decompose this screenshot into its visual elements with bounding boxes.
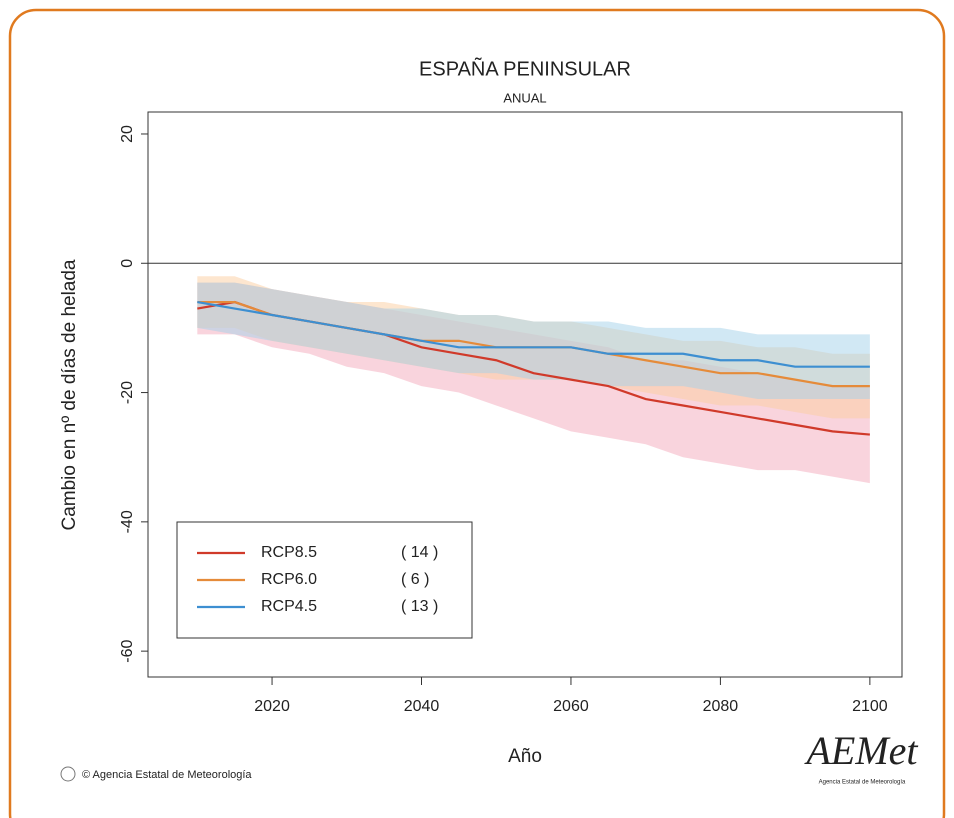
plot-area — [147, 111, 903, 678]
y-tick-label: -20 — [119, 381, 136, 404]
x-axis-label: Año — [508, 746, 542, 767]
legend-count: ( 6 ) — [401, 571, 429, 588]
footer: © Agencia Estatal de Meteorología — [82, 769, 252, 781]
legend-label: RCP4.5 — [261, 598, 317, 615]
y-tick-label: -60 — [119, 639, 136, 662]
copyright-icon — [60, 766, 76, 782]
legend-count: ( 14 ) — [401, 544, 438, 561]
y-axis-label: Cambio en nº de días de helada — [59, 259, 80, 530]
y-tick-label: -40 — [119, 510, 136, 533]
y-tick-label: 0 — [119, 259, 136, 268]
legend-label: RCP6.0 — [261, 571, 317, 588]
y-tick-label: 20 — [119, 125, 136, 143]
logo-caption: Agencia Estatal de Meteorología — [819, 780, 906, 786]
logo: AEMet — [803, 728, 918, 773]
line — [197, 300, 870, 368]
x-tick-label: 2040 — [404, 698, 440, 715]
x-tick-label: 2100 — [852, 698, 888, 715]
chart-subtitle: ANUAL — [503, 90, 546, 105]
legend-count: ( 13 ) — [401, 598, 438, 615]
x-tick-label: 2060 — [553, 698, 589, 715]
x-tick-label: 2080 — [703, 698, 739, 715]
x-tick-label: 2020 — [254, 698, 290, 715]
legend-label: RCP8.5 — [261, 544, 317, 561]
chart-title: ESPAÑA PENINSULAR — [419, 56, 631, 80]
